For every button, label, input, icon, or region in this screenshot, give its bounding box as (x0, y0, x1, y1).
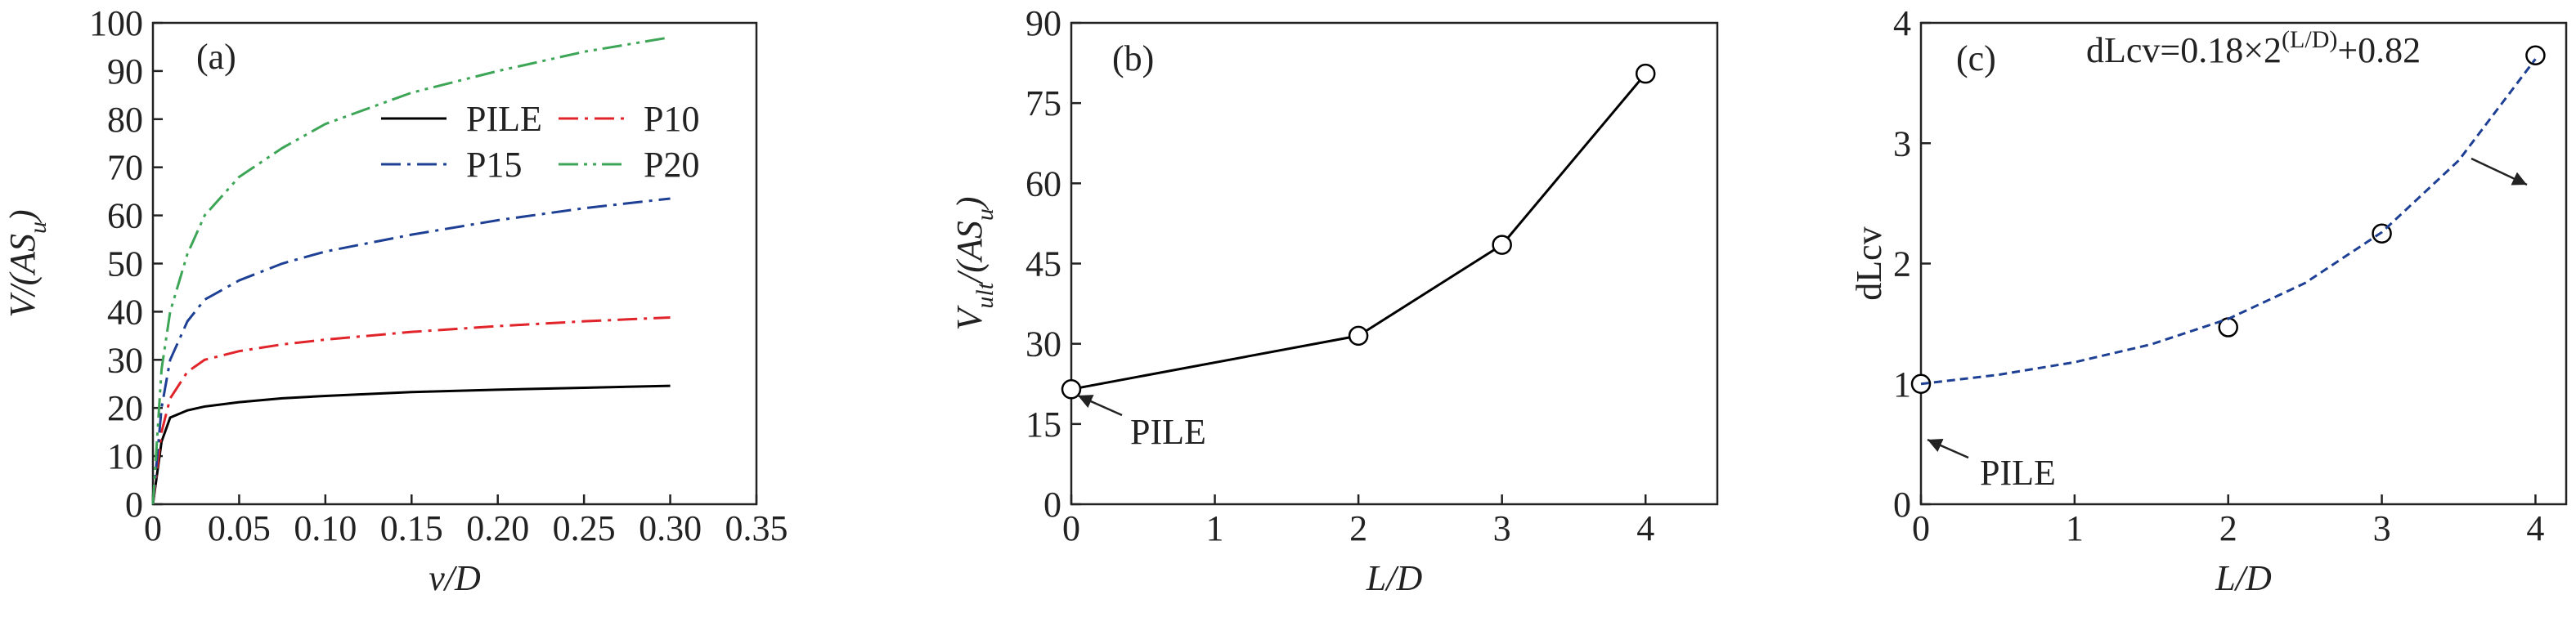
x-tick-label: 0.35 (725, 508, 788, 548)
panel-label: (c) (1956, 38, 1996, 78)
x-axis-label: L/D (2215, 558, 2272, 598)
label-part: /(AS (949, 221, 990, 285)
y-tick-label: 90 (1025, 3, 1061, 43)
x-tick-label: 1 (1206, 508, 1224, 548)
x-tick-label: 0 (1912, 508, 1930, 548)
y-tick-label: 60 (1025, 163, 1061, 203)
label-part: +0.82 (2337, 30, 2421, 70)
y-tick-label: 20 (107, 388, 143, 428)
x-tick-label: 0.20 (466, 508, 529, 548)
series-line (151, 197, 671, 505)
x-tick-label: 4 (2526, 508, 2544, 548)
x-tick-label: 0.25 (553, 508, 616, 548)
series-line (151, 315, 671, 505)
equation-arrow (2471, 157, 2528, 186)
x-tick-label: 2 (1349, 508, 1367, 548)
label-part: u (972, 208, 999, 221)
data-point (1061, 379, 1082, 400)
series-line (1920, 58, 2537, 386)
series-line (151, 384, 671, 505)
y-tick-label: 0 (125, 485, 143, 525)
label-part: dLcv=0.18×2 (2086, 30, 2282, 70)
annotation-arrow (1077, 394, 1123, 417)
y-tick-label: 100 (89, 3, 143, 43)
annotation-arrow (1927, 438, 1969, 459)
y-tick-label: 0 (1043, 485, 1061, 525)
y-tick-label: 70 (107, 148, 143, 188)
x-tick-label: 0.05 (208, 508, 271, 548)
y-tick-label: 10 (107, 436, 143, 476)
x-tick-label: 4 (1636, 508, 1654, 548)
y-tick-label: 30 (1025, 324, 1061, 364)
label-part: ult (972, 282, 999, 308)
x-tick-label: 3 (1493, 508, 1511, 548)
panel-label: (b) (1112, 38, 1154, 78)
x-axis-label: L/D (1366, 558, 1423, 598)
y-tick-label: 3 (1893, 123, 1911, 163)
legend-label: P10 (644, 99, 699, 139)
y-tick-label: 90 (107, 51, 143, 92)
y-tick-label: 0 (1893, 485, 1911, 525)
y-axis-label: dLcv (1849, 226, 1889, 300)
plot-frame (151, 21, 758, 506)
y-tick-label: 80 (107, 100, 143, 140)
y-axis-label: Vult/(ASu) (949, 197, 999, 331)
data-point (1348, 325, 1369, 347)
x-tick-label: 1 (2066, 508, 2084, 548)
label-part: (L/D) (2282, 26, 2337, 53)
y-tick-label: 30 (107, 340, 143, 380)
y-tick-label: 75 (1025, 83, 1061, 123)
y-tick-label: 45 (1025, 244, 1061, 284)
x-tick-label: 0 (144, 508, 162, 548)
x-tick-label: 0 (1062, 508, 1080, 548)
x-tick-label: 2 (2219, 508, 2237, 548)
data-point (1492, 235, 1512, 255)
y-tick-label: 60 (107, 196, 143, 236)
panel-label: (a) (196, 37, 236, 77)
x-tick-label: 0.30 (639, 508, 702, 548)
legend-label: P15 (466, 145, 522, 185)
label-part: ) (949, 197, 990, 212)
data-point (2525, 45, 2546, 66)
data-point (1635, 63, 1656, 84)
label-part: ) (2, 209, 43, 224)
y-tick-label: 4 (1893, 3, 1911, 43)
label-part: V/(AS (2, 234, 43, 318)
series-line (1070, 73, 1647, 391)
y-tick-label: 40 (107, 292, 143, 332)
x-tick-label: 0.10 (294, 508, 357, 548)
legend-label: PILE (466, 99, 542, 139)
y-tick-label: 15 (1025, 405, 1061, 445)
label-part: u (25, 221, 52, 234)
label-part: dLcv (1849, 226, 1889, 300)
annotation: PILE (1980, 453, 2056, 493)
y-tick-label: 1 (1893, 364, 1911, 405)
equation: dLcv=0.18×2(L/D)+0.82 (2086, 26, 2421, 70)
plot-frame (1919, 21, 2568, 506)
y-axis-label: V/(ASu) (2, 209, 52, 317)
legend-label: P20 (644, 145, 699, 185)
x-tick-label: 0.15 (380, 508, 443, 548)
x-axis-label: v/D (429, 558, 481, 598)
y-tick-label: 50 (107, 244, 143, 284)
annotation: PILE (1130, 412, 1206, 452)
series-line (151, 36, 671, 505)
y-tick-label: 2 (1893, 244, 1911, 284)
label-part: V (949, 304, 990, 330)
x-tick-label: 3 (2373, 508, 2391, 548)
